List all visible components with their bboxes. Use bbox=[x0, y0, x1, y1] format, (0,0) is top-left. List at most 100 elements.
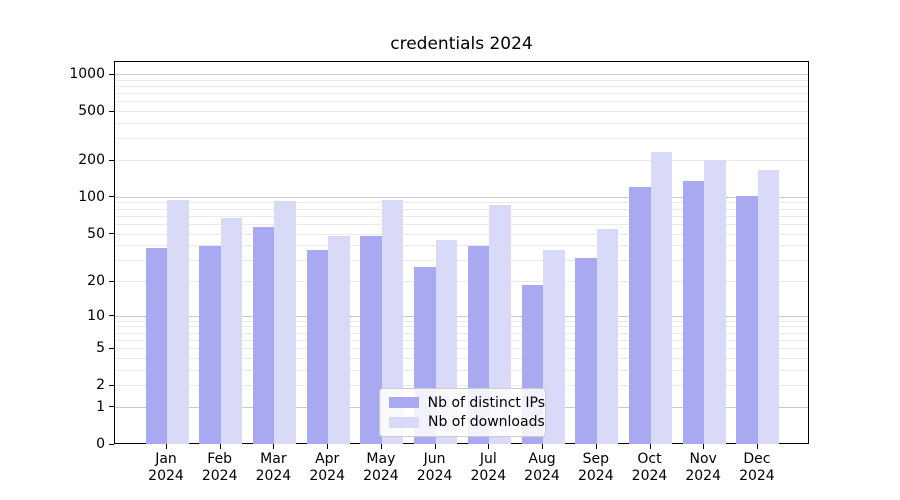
y-axis-tick-label: 5 bbox=[96, 340, 105, 357]
minor-gridline bbox=[115, 385, 808, 387]
y-axis-tick bbox=[109, 406, 114, 408]
x-axis-tick-label: Nov 2024 bbox=[685, 451, 721, 484]
x-axis-tick-label: May 2024 bbox=[363, 451, 399, 484]
bar-jan-downloads bbox=[167, 199, 189, 444]
bar-aug-downloads bbox=[543, 250, 565, 444]
y-axis-tick bbox=[109, 347, 114, 349]
y-axis-tick-label: 0 bbox=[96, 436, 105, 452]
bar-apr-downloads bbox=[328, 235, 350, 444]
minor-gridline bbox=[115, 320, 808, 322]
minor-gridline bbox=[115, 86, 808, 87]
x-axis-tick bbox=[703, 444, 705, 449]
x-axis-tick bbox=[756, 444, 758, 449]
x-axis-tick bbox=[488, 444, 490, 449]
y-axis-tick-label: 1000 bbox=[69, 66, 105, 82]
chart-title: credentials 2024 bbox=[390, 34, 533, 54]
minor-gridline bbox=[115, 357, 808, 359]
legend-swatch-downloads bbox=[389, 416, 419, 428]
minor-gridline bbox=[115, 208, 808, 210]
y-axis-tick-label: 20 bbox=[87, 273, 105, 289]
legend: Nb of distinct IPs Nb of downloads bbox=[379, 388, 546, 437]
x-axis-tick-label: Aug 2024 bbox=[524, 451, 560, 484]
y-axis-tick-label: 50 bbox=[87, 225, 105, 242]
y-axis-tick bbox=[109, 73, 114, 75]
minor-gridline bbox=[115, 260, 808, 262]
major-gridline bbox=[115, 196, 808, 198]
bar-sep-distinct-ips bbox=[575, 257, 597, 444]
minor-gridline bbox=[115, 111, 808, 113]
bar-feb-distinct-ips bbox=[199, 246, 221, 444]
bar-dec-distinct-ips bbox=[736, 195, 758, 444]
plot-area: Nb of distinct IPs Nb of downloads bbox=[114, 61, 809, 444]
x-axis-tick bbox=[542, 444, 543, 449]
legend-label-distinct-ips: Nb of distinct IPs bbox=[427, 394, 545, 411]
y-axis-tick bbox=[109, 110, 114, 112]
y-axis-tick bbox=[109, 443, 114, 445]
y-axis-tick bbox=[109, 315, 114, 317]
bar-feb-downloads bbox=[220, 218, 243, 444]
x-axis-tick-label: Mar 2024 bbox=[255, 451, 292, 484]
minor-gridline bbox=[115, 332, 808, 334]
bar-sep-downloads bbox=[596, 228, 619, 444]
minor-gridline bbox=[115, 348, 808, 350]
x-axis-tick bbox=[166, 444, 167, 449]
y-axis-tick-label: 500 bbox=[78, 103, 105, 120]
legend-swatch-distinct-ips bbox=[389, 397, 419, 409]
y-axis-tick-label: 10 bbox=[87, 307, 105, 324]
x-axis-tick bbox=[380, 444, 382, 449]
legend-item-distinct-ips: Nb of distinct IPs bbox=[380, 395, 545, 411]
bar-mar-distinct-ips bbox=[252, 226, 275, 444]
bar-may-downloads bbox=[381, 199, 404, 444]
minor-gridline bbox=[115, 339, 808, 341]
y-axis-tick bbox=[109, 280, 114, 282]
bar-nov-distinct-ips bbox=[682, 180, 705, 444]
bar-dec-downloads bbox=[757, 170, 780, 444]
y-axis-tick bbox=[109, 159, 114, 161]
major-gridline bbox=[115, 74, 808, 75]
x-axis-tick-label: Dec 2024 bbox=[739, 451, 775, 484]
y-axis-tick bbox=[109, 384, 114, 386]
minor-gridline bbox=[115, 215, 808, 217]
minor-gridline bbox=[115, 138, 808, 140]
x-axis-tick bbox=[219, 444, 221, 449]
minor-gridline bbox=[115, 281, 808, 282]
x-axis-tick-label: Jun 2024 bbox=[416, 451, 453, 484]
bar-jul-downloads bbox=[489, 205, 511, 444]
x-axis-tick-label: Feb 2024 bbox=[201, 451, 238, 484]
x-axis-tick bbox=[434, 444, 436, 449]
bar-nov-downloads bbox=[704, 159, 726, 444]
x-axis-tick bbox=[595, 444, 597, 449]
major-gridline bbox=[115, 315, 808, 317]
y-axis-tick-label: 100 bbox=[78, 188, 105, 205]
x-axis-tick bbox=[649, 444, 651, 449]
minor-gridline bbox=[115, 369, 808, 371]
y-axis-tick-label: 1 bbox=[96, 398, 105, 415]
y-axis-tick-label: 2 bbox=[96, 377, 105, 394]
bar-oct-distinct-ips bbox=[629, 187, 651, 444]
y-axis-tick bbox=[109, 233, 114, 234]
minor-gridline bbox=[115, 233, 808, 235]
x-axis-tick bbox=[327, 444, 329, 449]
bar-may-distinct-ips bbox=[360, 235, 382, 444]
minor-gridline bbox=[115, 101, 808, 103]
minor-gridline bbox=[115, 326, 808, 328]
x-axis-tick-label: Sep 2024 bbox=[577, 451, 614, 484]
bar-mar-downloads bbox=[274, 201, 296, 444]
legend-item-downloads: Nb of downloads bbox=[380, 414, 545, 430]
minor-gridline bbox=[115, 123, 808, 124]
bar-oct-downloads bbox=[650, 152, 672, 444]
x-axis-tick-label: Jan 2024 bbox=[148, 451, 184, 484]
minor-gridline bbox=[115, 223, 808, 225]
y-axis-tick-label: 200 bbox=[78, 152, 105, 168]
x-axis-tick-label: Oct 2024 bbox=[631, 451, 668, 484]
minor-gridline bbox=[115, 79, 808, 81]
x-axis-tick-label: Apr 2024 bbox=[309, 451, 345, 484]
bar-apr-distinct-ips bbox=[306, 250, 329, 444]
bar-jan-distinct-ips bbox=[145, 247, 167, 444]
legend-label-downloads: Nb of downloads bbox=[428, 414, 545, 431]
x-axis-tick bbox=[273, 444, 275, 449]
minor-gridline bbox=[115, 93, 808, 95]
minor-gridline bbox=[115, 160, 808, 161]
minor-gridline bbox=[115, 245, 808, 247]
